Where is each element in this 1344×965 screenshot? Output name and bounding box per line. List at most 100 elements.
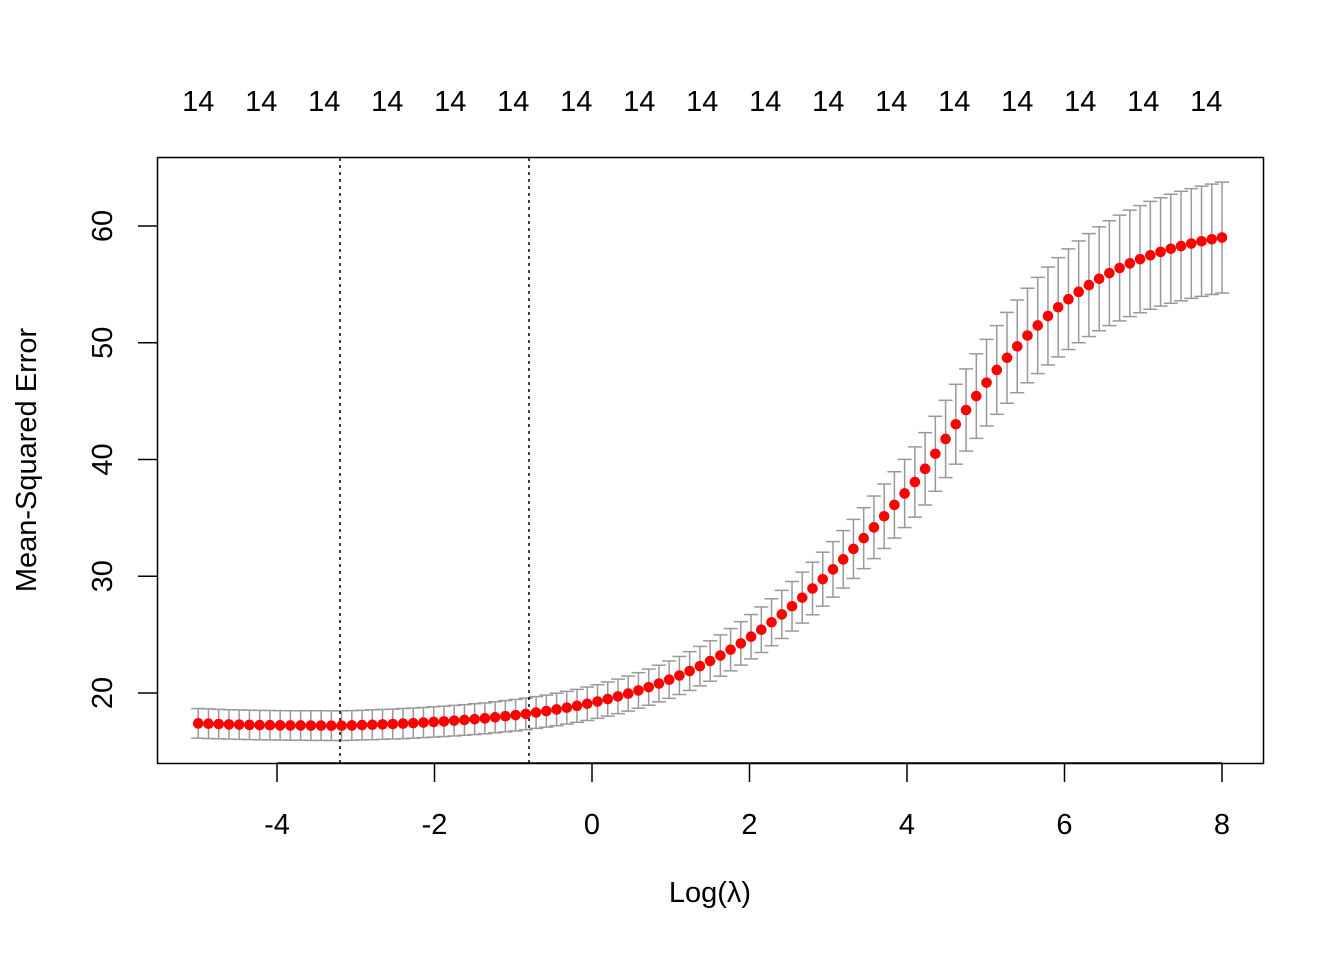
top-axis-label: 14	[182, 86, 214, 118]
data-point	[387, 718, 399, 730]
y-tick-label: 40	[87, 443, 119, 475]
data-point	[1124, 258, 1136, 269]
data-point	[469, 713, 480, 725]
data-point	[274, 720, 286, 731]
top-axis-label: 14	[1001, 86, 1033, 118]
data-point	[592, 696, 603, 707]
y-tick-label: 60	[87, 210, 119, 242]
data-point	[868, 522, 880, 533]
data-point	[223, 719, 235, 730]
data-point	[326, 720, 337, 731]
data-point	[315, 720, 327, 731]
x-axis: -4 -2 0 2 4 6 8	[264, 762, 1230, 841]
data-point	[459, 714, 470, 726]
top-axis-label: 14	[1064, 86, 1096, 118]
data-point	[981, 377, 992, 388]
x-tick-label: 8	[1214, 809, 1230, 841]
data-point	[500, 710, 511, 722]
data-point	[776, 609, 788, 620]
data-point	[745, 631, 757, 643]
data-point	[203, 718, 214, 730]
data-point	[448, 715, 460, 726]
top-axis-label: 14	[1190, 86, 1222, 118]
data-point	[397, 718, 409, 729]
data-point	[725, 644, 736, 655]
y-tick-label: 50	[87, 327, 119, 359]
data-point	[407, 717, 419, 729]
data-point	[1063, 293, 1074, 305]
data-point	[919, 463, 931, 475]
data-point	[244, 719, 255, 731]
data-point	[356, 719, 368, 731]
x-tick-label: 4	[899, 809, 915, 841]
data-point	[950, 418, 962, 430]
top-axis-label: 14	[623, 86, 655, 118]
data-point	[346, 720, 358, 731]
data-point	[940, 433, 951, 445]
data-point	[1206, 234, 1218, 245]
top-axis-label: 14	[308, 86, 340, 118]
data-point	[1032, 320, 1044, 331]
data-point	[285, 720, 296, 731]
data-point	[510, 709, 521, 721]
data-point	[766, 616, 777, 628]
data-point	[254, 719, 265, 731]
data-point	[991, 364, 1003, 376]
data-points	[192, 232, 1228, 731]
data-point	[1134, 253, 1146, 265]
data-point	[1083, 279, 1095, 291]
data-point	[428, 716, 440, 728]
vertical-reference-lines	[339, 158, 530, 763]
data-point	[571, 700, 583, 712]
data-point	[735, 638, 747, 649]
data-point	[704, 655, 716, 667]
data-point	[837, 554, 849, 565]
top-axis-label: 14	[686, 86, 718, 118]
data-point	[366, 719, 378, 731]
data-point	[561, 702, 573, 714]
data-point	[622, 688, 634, 699]
data-point	[438, 716, 450, 727]
data-point	[602, 693, 614, 705]
data-point	[530, 707, 542, 718]
x-tick-label: 0	[584, 809, 600, 841]
data-point	[520, 708, 532, 720]
data-point	[479, 713, 491, 724]
data-point	[848, 543, 859, 555]
x-tick-label: 6	[1056, 809, 1072, 841]
data-point	[889, 499, 900, 511]
top-axis-label: 14	[875, 86, 907, 118]
data-point	[786, 600, 798, 612]
data-point	[643, 681, 654, 693]
data-point	[1145, 250, 1156, 261]
data-point	[817, 573, 829, 585]
top-axis-label: 14	[1127, 86, 1159, 118]
data-point	[213, 718, 225, 730]
data-point	[1022, 330, 1033, 341]
data-point	[1011, 341, 1023, 352]
data-point	[1165, 243, 1177, 255]
x-tick-label: 2	[741, 809, 757, 841]
data-point	[1073, 286, 1084, 298]
y-tick-label: 30	[87, 560, 119, 592]
data-point	[633, 685, 644, 696]
data-point	[295, 720, 306, 731]
data-point	[192, 718, 204, 729]
data-point	[684, 665, 695, 677]
data-point	[663, 674, 675, 685]
data-point	[1155, 246, 1166, 258]
data-point	[878, 510, 890, 522]
top-axis-label: 14	[245, 86, 277, 118]
data-point	[489, 711, 501, 723]
data-point	[264, 719, 276, 731]
top-axis-label: 14	[938, 86, 970, 118]
data-point	[336, 720, 347, 731]
data-point	[1001, 352, 1013, 364]
data-point	[1196, 235, 1207, 247]
data-point	[807, 583, 818, 594]
x-axis-label: Log(λ)	[669, 877, 751, 909]
data-point	[581, 698, 593, 710]
top-axis-label: 14	[749, 86, 781, 118]
data-point	[1093, 273, 1105, 285]
data-point	[1104, 267, 1115, 279]
